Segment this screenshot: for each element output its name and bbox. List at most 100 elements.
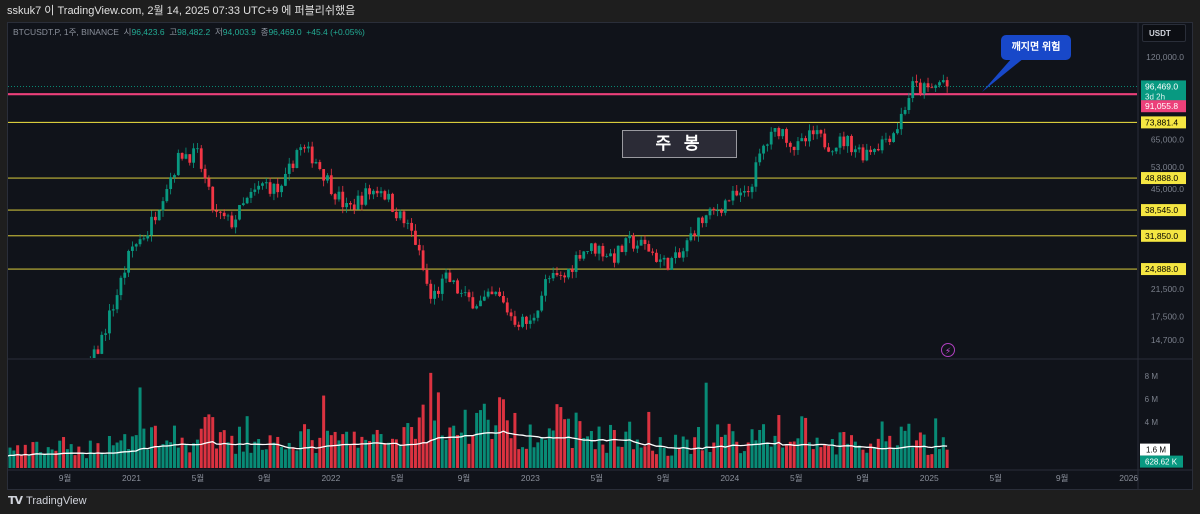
candle-body bbox=[410, 222, 414, 231]
candle-body bbox=[433, 290, 436, 299]
candle-body bbox=[635, 245, 639, 249]
volume-bar bbox=[524, 448, 528, 468]
candle-body bbox=[915, 81, 918, 83]
candle-body bbox=[819, 130, 823, 134]
candle-body bbox=[907, 98, 911, 110]
candle-body bbox=[108, 310, 111, 334]
volume-bar bbox=[895, 445, 899, 468]
volume-bar bbox=[570, 448, 574, 468]
volume-bar bbox=[88, 440, 92, 468]
candle-body bbox=[922, 83, 926, 94]
time-tick: 9월 bbox=[1056, 473, 1069, 483]
candle-body bbox=[111, 309, 115, 311]
candle-body bbox=[238, 204, 241, 220]
price-label-bg bbox=[1141, 172, 1186, 185]
volume-bar bbox=[436, 392, 440, 468]
volume-bar bbox=[907, 423, 911, 468]
candle-body bbox=[394, 211, 398, 219]
volume-bar bbox=[796, 438, 800, 468]
candle-body bbox=[28, 400, 31, 406]
candle-body bbox=[440, 278, 444, 294]
candle-body bbox=[115, 295, 119, 310]
volume-bar bbox=[643, 446, 647, 468]
volume-bar bbox=[387, 442, 391, 468]
candle-body bbox=[941, 80, 945, 83]
candle-body bbox=[830, 151, 834, 153]
volume-bar bbox=[276, 436, 280, 468]
candle-body bbox=[739, 192, 742, 196]
volume-bar bbox=[207, 414, 211, 468]
candle-body bbox=[414, 230, 417, 245]
candle-body bbox=[51, 374, 54, 376]
candle-body bbox=[345, 203, 349, 208]
candle-body bbox=[712, 208, 716, 211]
candle-body bbox=[318, 162, 322, 170]
time-tick: 2025 bbox=[920, 473, 939, 483]
volume-bar bbox=[892, 447, 896, 468]
volume-bar bbox=[937, 449, 941, 468]
candle-body bbox=[58, 368, 61, 378]
candle-body bbox=[70, 369, 73, 371]
candle-body bbox=[781, 129, 785, 137]
candle-body bbox=[876, 148, 880, 151]
price-tick: 17,500.0 bbox=[1151, 312, 1184, 322]
volume-bar bbox=[31, 442, 35, 468]
volume-bar bbox=[922, 434, 926, 468]
volume-ma-label: 1.6 M bbox=[1146, 446, 1166, 455]
footer: 𝗧𝗩 TradingView bbox=[0, 490, 1200, 514]
currency-button[interactable]: USDT bbox=[1142, 24, 1186, 42]
candle-body bbox=[670, 258, 674, 270]
candle-body bbox=[100, 334, 104, 354]
candle-body bbox=[865, 149, 869, 161]
candle-body bbox=[853, 149, 857, 153]
candle-body bbox=[521, 316, 524, 327]
volume-bar bbox=[700, 450, 704, 468]
volume-bar bbox=[846, 443, 850, 468]
volume-bar bbox=[478, 410, 482, 468]
candle-body bbox=[785, 129, 788, 143]
candle-body bbox=[708, 208, 712, 216]
tradingview-logo[interactable]: 𝗧𝗩 TradingView bbox=[8, 494, 87, 508]
candle-body bbox=[16, 393, 19, 397]
candle-body bbox=[693, 233, 697, 236]
candle-body bbox=[601, 245, 605, 257]
lightning-icon[interactable]: ⚡ bbox=[941, 343, 955, 357]
candle-body bbox=[689, 233, 693, 241]
weekly-annotation[interactable]: 주 봉 bbox=[622, 130, 737, 158]
chart-pane[interactable] bbox=[7, 22, 1193, 490]
risk-callout[interactable]: 깨지면 위험 bbox=[1001, 35, 1071, 60]
time-tick: 5월 bbox=[790, 473, 803, 483]
volume-bar bbox=[884, 441, 888, 468]
candle-body bbox=[723, 200, 727, 213]
candle-body bbox=[616, 245, 620, 263]
candle-body bbox=[253, 189, 257, 192]
candle-body bbox=[479, 300, 482, 307]
candle-body bbox=[498, 291, 502, 296]
volume-bar bbox=[73, 455, 77, 468]
candle-body bbox=[165, 189, 169, 202]
volume-bar bbox=[639, 447, 643, 468]
volume-bar bbox=[765, 442, 769, 468]
volume-bar bbox=[467, 443, 471, 468]
candle-body bbox=[796, 141, 800, 151]
candle-body bbox=[387, 193, 391, 200]
candle-body bbox=[35, 398, 38, 402]
price-label-bg bbox=[1141, 100, 1186, 113]
candle-body bbox=[456, 280, 459, 294]
volume-bar bbox=[781, 447, 785, 468]
candle-body bbox=[524, 316, 528, 324]
volume-bar bbox=[287, 442, 291, 468]
volume-bar bbox=[360, 436, 364, 468]
volume-bar bbox=[704, 382, 708, 468]
candle-body bbox=[475, 306, 479, 309]
volume-bar bbox=[19, 454, 23, 468]
volume-bar bbox=[226, 442, 230, 468]
symbol-info: BTCUSDT.P, 1주, BINANCE bbox=[13, 27, 119, 37]
price-label: 91,055.8 bbox=[1145, 101, 1178, 111]
volume-bar bbox=[172, 425, 176, 468]
price-label-bg bbox=[1141, 80, 1186, 103]
volume-tick: 8 M bbox=[1145, 372, 1159, 381]
volume-bar bbox=[100, 452, 104, 468]
volume-bar bbox=[398, 444, 402, 468]
